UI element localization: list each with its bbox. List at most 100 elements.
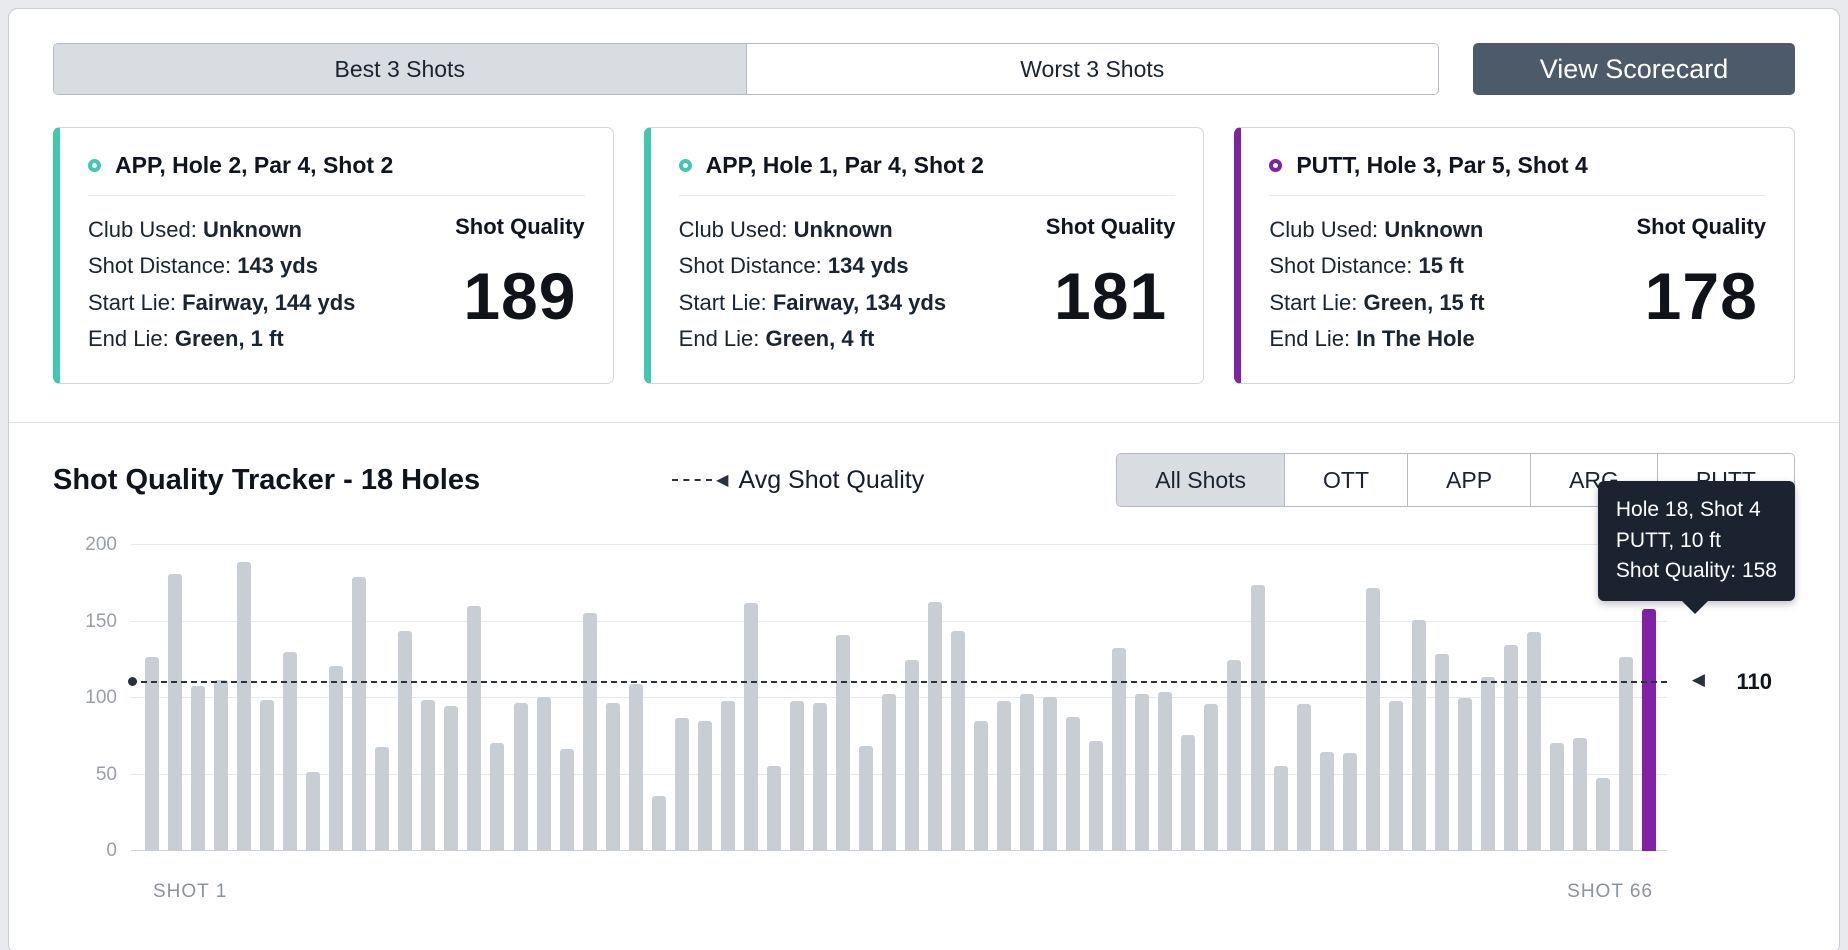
- bar[interactable]: [1089, 741, 1104, 852]
- shot-quality-value: 178: [1644, 259, 1758, 333]
- bar[interactable]: [375, 747, 390, 852]
- card-header: APP, Hole 2, Par 4, Shot 2: [88, 152, 585, 196]
- shot-filter-group: All Shots OTT APP ARG PUTT: [1116, 453, 1795, 508]
- tab-best-3-shots[interactable]: Best 3 Shots: [54, 44, 746, 94]
- bar[interactable]: [329, 666, 344, 852]
- bar[interactable]: [1204, 704, 1219, 852]
- bar[interactable]: [1296, 704, 1311, 852]
- shot-card-1[interactable]: APP, Hole 2, Par 4, Shot 2 Club Used: Un…: [53, 127, 614, 385]
- bar[interactable]: [1273, 765, 1288, 852]
- bar[interactable]: [928, 601, 943, 852]
- filter-all-shots[interactable]: All Shots: [1117, 454, 1285, 507]
- field-start-lie: Start Lie: Fairway, 144 yds: [88, 289, 356, 315]
- bar[interactable]: [858, 745, 873, 852]
- bar[interactable]: [260, 699, 275, 852]
- shot-card-2[interactable]: APP, Hole 1, Par 4, Shot 2 Club Used: Un…: [643, 127, 1205, 385]
- bar[interactable]: [720, 701, 735, 852]
- bar[interactable]: [905, 659, 920, 852]
- avg-shot-quality-legend: ◀ Avg Shot Quality: [672, 466, 924, 495]
- gridline: [131, 697, 1667, 699]
- bar[interactable]: [1411, 620, 1426, 852]
- tab-worst-3-shots[interactable]: Worst 3 Shots: [745, 44, 1438, 94]
- bar[interactable]: [951, 630, 966, 852]
- bar[interactable]: [237, 562, 252, 852]
- bar[interactable]: [882, 693, 896, 852]
- shot-card-3[interactable]: PUTT, Hole 3, Par 5, Shot 4 Club Used: U…: [1234, 127, 1796, 385]
- shot-card-fields: Club Used: Unknown Shot Distance: 143 yd…: [88, 212, 355, 357]
- bar[interactable]: [628, 684, 643, 852]
- bar[interactable]: [1158, 692, 1173, 852]
- bar[interactable]: [1457, 698, 1472, 852]
- bar[interactable]: [559, 748, 574, 852]
- bar[interactable]: [1595, 777, 1610, 852]
- legend-label: Avg Shot Quality: [738, 465, 925, 494]
- filter-ott[interactable]: OTT: [1284, 454, 1408, 507]
- bar[interactable]: [1020, 693, 1035, 852]
- bar[interactable]: [1503, 644, 1518, 852]
- y-axis-tick: 100: [85, 687, 117, 709]
- bar[interactable]: [283, 652, 298, 852]
- bar[interactable]: [1480, 676, 1495, 852]
- bar[interactable]: [743, 603, 758, 852]
- avg-line-arrow-icon: ◀: [1691, 669, 1705, 689]
- bar[interactable]: [1549, 742, 1564, 852]
- bar[interactable]: [398, 630, 413, 852]
- y-axis-tick: 0: [106, 840, 117, 862]
- bar[interactable]: [191, 685, 206, 852]
- bar[interactable]: [490, 742, 505, 852]
- bar[interactable]: [1526, 632, 1541, 852]
- shot-card-fields: Club Used: Unknown Shot Distance: 15 ft …: [1269, 212, 1484, 357]
- bar[interactable]: [1365, 588, 1380, 852]
- bar[interactable]: [444, 705, 459, 852]
- bar[interactable]: [306, 771, 321, 852]
- bar[interactable]: [674, 718, 689, 852]
- bar[interactable]: [1181, 734, 1196, 852]
- shot-type-icon: [88, 159, 101, 172]
- shot-quality-value: 189: [463, 259, 577, 333]
- bar[interactable]: [1388, 701, 1403, 852]
- bar[interactable]: [789, 701, 804, 852]
- bar-highlighted[interactable]: [1642, 609, 1657, 852]
- bar[interactable]: [1250, 584, 1265, 852]
- bar[interactable]: [651, 796, 666, 852]
- field-end-lie: End Lie: Green, 4 ft: [678, 325, 875, 351]
- filter-arg[interactable]: ARG: [1530, 454, 1657, 507]
- tooltip-line-type-distance: PUTT, 10 ft: [1615, 528, 1721, 552]
- bar[interactable]: [766, 765, 781, 852]
- bar[interactable]: [1135, 693, 1150, 852]
- bar[interactable]: [1572, 737, 1587, 852]
- bar[interactable]: [1319, 751, 1334, 852]
- bar[interactable]: [214, 679, 229, 852]
- bar[interactable]: [168, 574, 183, 852]
- avg-value-label: 110: [1736, 668, 1773, 694]
- bar[interactable]: [1434, 653, 1449, 852]
- view-scorecard-button[interactable]: View Scorecard: [1473, 43, 1795, 95]
- bar[interactable]: [513, 702, 528, 852]
- filter-app[interactable]: APP: [1407, 454, 1531, 507]
- bar[interactable]: [835, 635, 850, 852]
- bar[interactable]: [1112, 647, 1127, 852]
- bar[interactable]: [467, 606, 482, 852]
- bar[interactable]: [145, 656, 159, 852]
- bar[interactable]: [536, 696, 551, 852]
- shot-card-title: APP, Hole 1, Par 4, Shot 2: [705, 152, 984, 178]
- bar[interactable]: [1342, 753, 1357, 852]
- tooltip-line-hole-shot: Hole 18, Shot 4: [1615, 498, 1761, 522]
- bar[interactable]: [1066, 716, 1081, 852]
- shot-cards-row: APP, Hole 2, Par 4, Shot 2 Club Used: Un…: [53, 127, 1796, 385]
- shot-quality-chart: 0 50 100 150 200 ◀ 110 SHOT 1 SHOT 66: [53, 531, 1795, 923]
- bar[interactable]: [1619, 656, 1633, 852]
- bar[interactable]: [1043, 696, 1058, 852]
- bar[interactable]: [812, 702, 827, 852]
- bar[interactable]: [697, 721, 712, 852]
- bar[interactable]: [421, 699, 436, 852]
- bar[interactable]: [974, 721, 989, 852]
- bar[interactable]: [352, 577, 367, 852]
- field-start-lie: Start Lie: Green, 15 ft: [1269, 289, 1485, 315]
- bar[interactable]: [582, 612, 597, 852]
- bar[interactable]: [997, 701, 1012, 852]
- bar[interactable]: [605, 702, 620, 852]
- card-header: APP, Hole 1, Par 4, Shot 2: [678, 152, 1176, 196]
- bar[interactable]: [1227, 659, 1242, 852]
- shot-card-fields: Club Used: Unknown Shot Distance: 134 yd…: [679, 212, 946, 357]
